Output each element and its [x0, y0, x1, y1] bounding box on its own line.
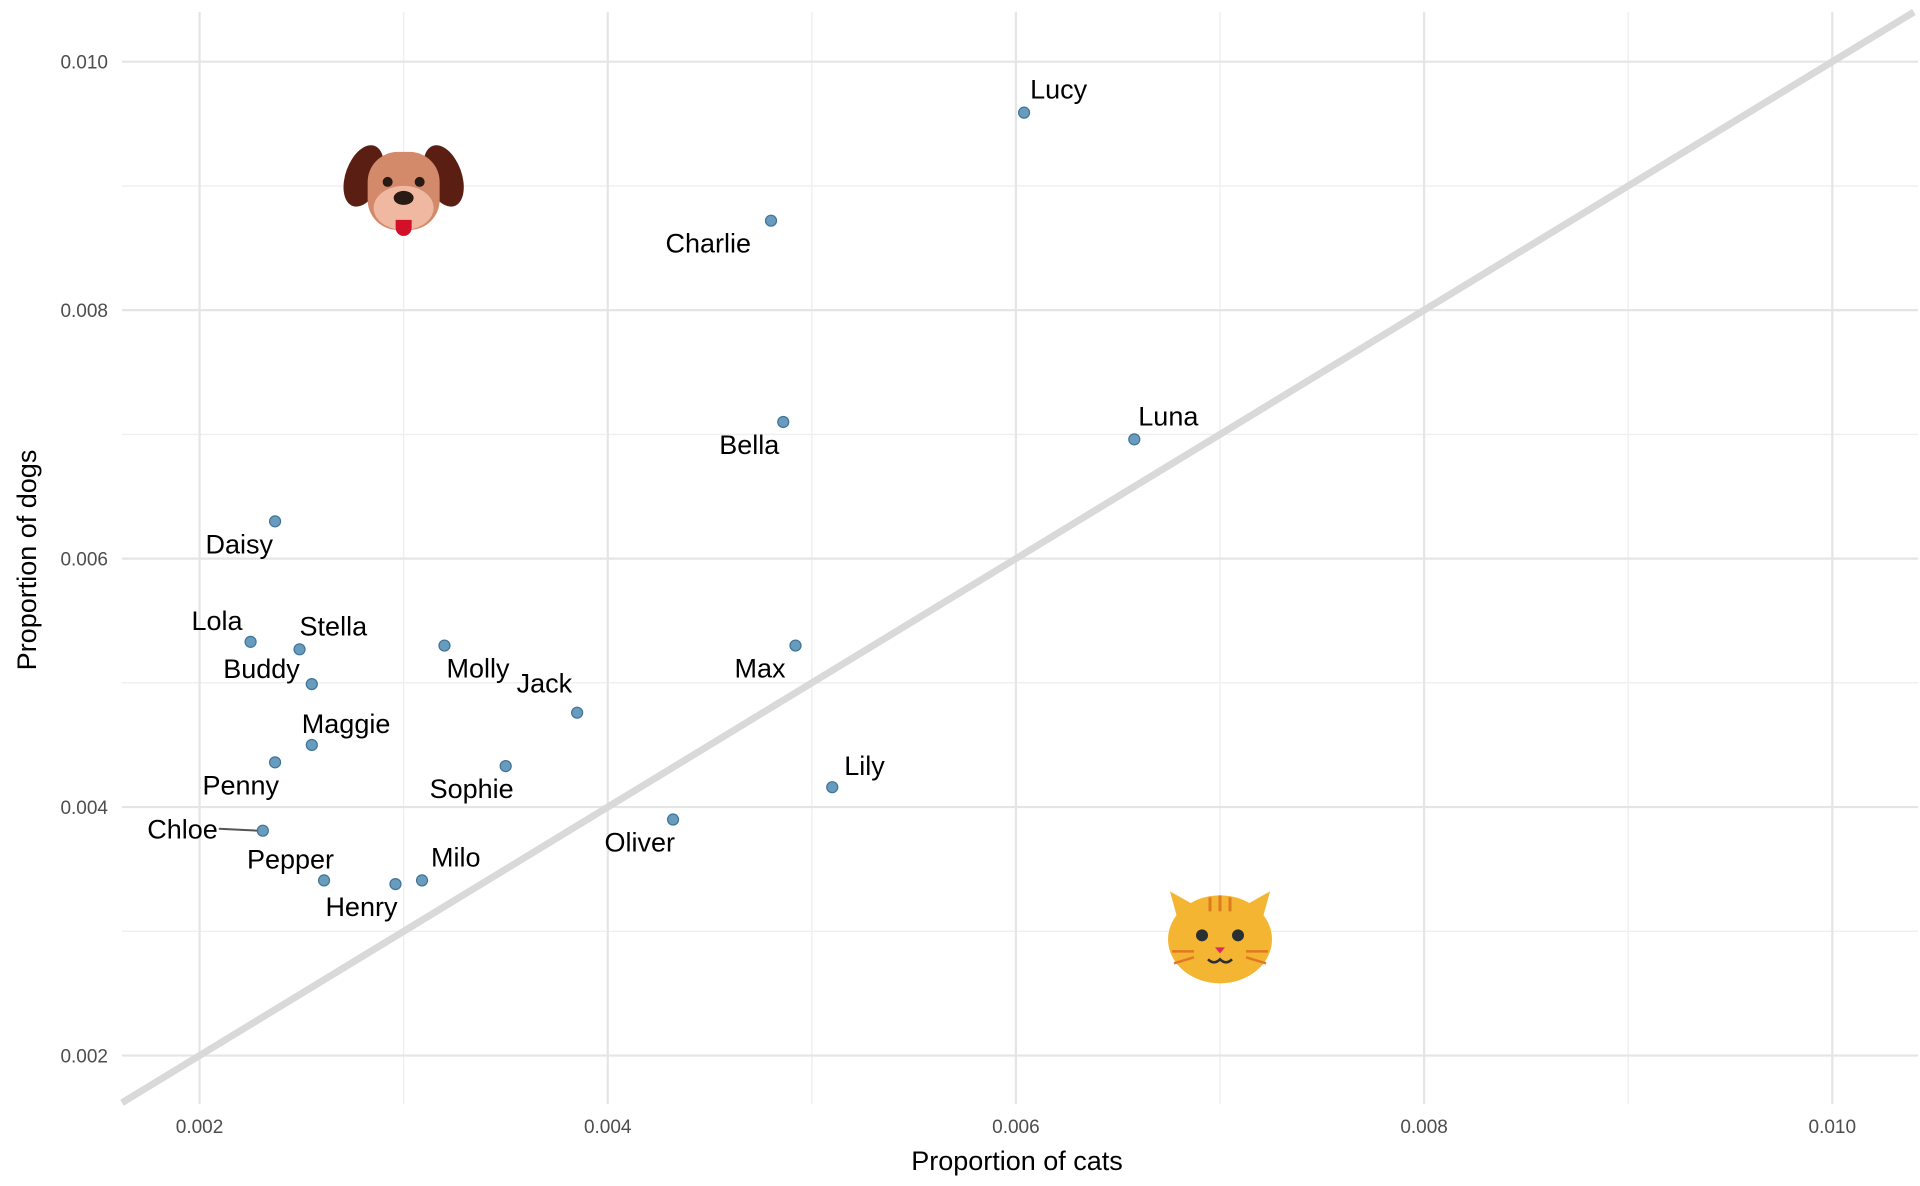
data-point-lola	[244, 635, 257, 648]
point-label-sophie: Sophie	[430, 774, 514, 804]
identity-reference-line	[120, 9, 1916, 1106]
x-tick-label: 0.008	[1400, 1117, 1448, 1138]
data-point-henry	[389, 878, 402, 891]
y-tick-label: 0.006	[60, 550, 108, 571]
y-tick-label: 0.010	[60, 53, 108, 74]
y-tick-label: 0.004	[60, 798, 108, 819]
data-point-molly	[438, 639, 451, 652]
point-label-jack: Jack	[517, 669, 573, 699]
point-label-lola: Lola	[192, 606, 244, 636]
y-axis-title: Proportion of dogs	[12, 450, 42, 671]
identity-line	[120, 9, 1916, 1106]
leader-line-chloe	[218, 827, 259, 832]
point-label-daisy: Daisy	[206, 529, 274, 559]
point-label-buddy: Buddy	[223, 654, 300, 684]
animal-icons	[343, 145, 1273, 984]
label-leader-lines	[218, 827, 259, 832]
data-point-bella	[777, 415, 790, 429]
y-tick-label: 0.008	[60, 301, 108, 322]
point-label-oliver: Oliver	[605, 828, 676, 858]
point-label-max: Max	[734, 654, 786, 684]
x-axis-tick-labels: 0.002 0.004 0.006 0.008 0.010	[176, 1117, 1856, 1138]
point-labels: Lucy Charlie Bella Luna Daisy Lola StellaBuddy…	[147, 75, 1199, 922]
point-label-lucy: Lucy	[1030, 75, 1088, 105]
data-point-chloe	[256, 824, 269, 837]
data-point-penny	[268, 756, 282, 769]
x-tick-label: 0.004	[584, 1117, 632, 1138]
point-label-stella: Stella	[300, 611, 369, 641]
point-label-milo: Milo	[431, 842, 481, 872]
data-point-milo	[415, 874, 429, 887]
data-point-lucy	[1017, 106, 1031, 119]
point-label-luna: Luna	[1138, 401, 1199, 431]
data-point-luna	[1128, 433, 1141, 446]
minor-gridlines	[122, 12, 1918, 1104]
x-axis-title: Proportion of cats	[911, 1146, 1123, 1176]
data-point-daisy	[268, 515, 282, 528]
point-label-maggie: Maggie	[302, 709, 391, 739]
point-label-pepper: Pepper	[247, 844, 334, 874]
data-point-sophie	[499, 759, 512, 773]
data-points	[244, 106, 1141, 891]
cat-face-icon	[1168, 891, 1273, 984]
data-point-stella	[293, 643, 306, 656]
data-point-max	[789, 639, 802, 652]
point-label-molly: Molly	[446, 654, 510, 684]
data-point-buddy	[305, 677, 318, 691]
y-axis-tick-labels: 0.002 0.004 0.006 0.008 0.010	[60, 53, 108, 1068]
x-tick-label: 0.006	[992, 1117, 1040, 1138]
data-point-maggie	[305, 738, 318, 752]
x-tick-label: 0.010	[1809, 1117, 1857, 1138]
y-tick-label: 0.002	[60, 1047, 108, 1068]
major-gridlines	[122, 12, 1918, 1104]
data-point-charlie	[764, 214, 778, 227]
data-point-jack	[571, 706, 584, 719]
point-label-charlie: Charlie	[665, 229, 751, 259]
dog-face-icon	[343, 145, 464, 236]
x-tick-label: 0.002	[176, 1117, 224, 1138]
point-label-bella: Bella	[719, 430, 780, 460]
data-point-pepper	[317, 874, 331, 887]
point-label-henry: Henry	[325, 892, 398, 922]
data-point-oliver	[666, 813, 680, 826]
point-label-penny: Penny	[203, 770, 280, 800]
data-point-lily	[826, 781, 839, 794]
point-label-lily: Lily	[844, 751, 885, 781]
point-label-chloe: Chloe	[147, 815, 218, 845]
